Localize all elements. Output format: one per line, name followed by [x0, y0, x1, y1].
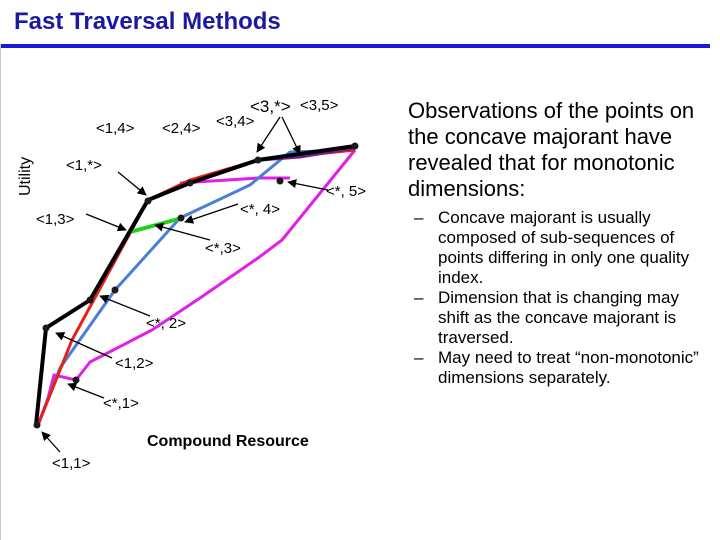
point-2-1 [72, 376, 80, 384]
data-points [33, 142, 359, 429]
label-1-3: <1,3> [36, 211, 75, 228]
bullet-dash: – [414, 348, 424, 367]
bullet-item: – Dimension that is changing may shift a… [406, 288, 706, 348]
point-3-3 [276, 177, 284, 185]
arrow-star-3 [154, 222, 211, 241]
label-star-1: <*,1> [103, 395, 139, 412]
label-star-3: <*,3> [205, 240, 241, 257]
point-2-4 [186, 179, 194, 187]
point-2-2 [86, 296, 94, 304]
point-3-5 [351, 142, 359, 150]
blue-polyline [36, 148, 356, 426]
bullet-text: Dimension that is changing may shift as … [438, 288, 679, 347]
annotation-arrows [41, 116, 329, 453]
label-3-4: <3,4> [216, 113, 255, 130]
label-star-5: <*, 5> [326, 183, 366, 200]
bullet-item: – May need to treat “non-monotonic” dime… [406, 348, 706, 388]
label-star-2: <*, 2> [146, 315, 186, 332]
arrow-star-1 [67, 382, 105, 399]
label-1-star: <1,*> [66, 157, 102, 174]
concave-majorant [34, 144, 356, 426]
point-3-2 [111, 286, 119, 294]
label-1-4: <1,4> [96, 120, 135, 137]
label-star-4: <*, 4> [240, 201, 280, 218]
y-axis-label: Utility [17, 157, 34, 196]
arrow-1-2 [55, 332, 113, 359]
point-1-1 [33, 421, 41, 429]
observation-text: Observations of the points on the concav… [408, 98, 695, 201]
point-1-3 [144, 197, 152, 205]
magenta-curve [36, 149, 357, 426]
arrow-3-star [256, 116, 281, 153]
left-border [0, 44, 1, 540]
arrow-star-4 [184, 203, 239, 224]
point-3-4 [254, 156, 262, 164]
point-2-3 [177, 214, 185, 222]
x-axis-label: Compound Resource [147, 433, 309, 450]
arrow-star-5 [287, 179, 329, 191]
majorant-polyline [34, 144, 356, 426]
arrow-1-1 [41, 431, 61, 453]
label-1-2: <1,2> [115, 355, 154, 372]
red-polyline [36, 148, 356, 426]
arrow-3-star-b [281, 116, 301, 155]
label-3-star: <3,*> [250, 97, 291, 116]
title-underline [0, 44, 710, 48]
arrow-1-3 [85, 213, 127, 232]
bullet-text: May need to treat “non-monotonic” dimens… [438, 348, 699, 387]
red-curve [36, 148, 356, 426]
magenta-polyline [36, 149, 357, 426]
arrow-1-star [117, 171, 147, 196]
label-3-5: <3,5> [300, 97, 339, 114]
slide-title: Fast Traversal Methods [14, 8, 281, 35]
bullet-list: – Concave majorant is usually composed o… [406, 208, 706, 388]
bullet-item: – Concave majorant is usually composed o… [406, 208, 706, 288]
label-2-4: <2,4> [162, 120, 201, 137]
bullet-text: Concave majorant is usually composed of … [438, 208, 690, 287]
bullet-dash: – [414, 288, 424, 307]
point-1-2 [42, 324, 50, 332]
blue-curve [36, 148, 356, 426]
label-1-1: <1,1> [52, 455, 91, 472]
bullet-dash: – [414, 208, 424, 227]
arrow-star-2 [99, 294, 151, 317]
